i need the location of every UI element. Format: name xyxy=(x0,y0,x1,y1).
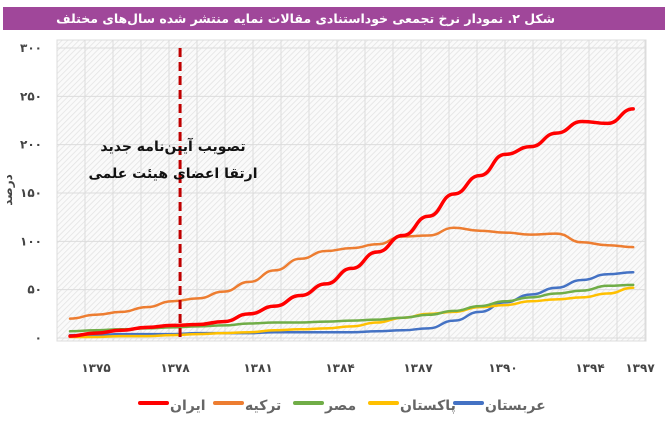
y-tick-label: ۱۵۰ xyxy=(20,186,42,200)
x-tick-label: ۱۳۹۰ xyxy=(488,361,517,375)
annotation-line1: تصویب آیین‌نامه جدید xyxy=(100,137,245,155)
y-tick-label: ۳۰۰ xyxy=(20,41,42,55)
plot-area xyxy=(56,39,647,342)
series-line xyxy=(68,286,635,339)
y-tick-label: ۲۰۰ xyxy=(20,138,42,152)
y-axis: ۰ ۵۰ ۱۰۰ ۱۵۰ ۲۰۰ ۲۵۰ ۳۰۰ xyxy=(20,41,42,345)
x-tick-label: ۱۳۸۱ xyxy=(243,361,272,375)
y-tick-label: ۱۰۰ xyxy=(20,234,42,248)
series-line xyxy=(68,226,635,320)
x-tick-label: ۱۳۹۴ xyxy=(575,361,604,375)
legend-label: ترکیه xyxy=(245,398,281,414)
x-tick-label: ۱۳۹۷ xyxy=(625,361,655,375)
legend-label: ایران xyxy=(170,398,206,414)
legend-label: عربستان xyxy=(485,398,546,414)
figure-caption-bar: شکل ۲. نمودار نرخ تجمعی خوداستنادی مقالا… xyxy=(3,7,665,30)
legend-label: مصر xyxy=(324,398,356,414)
grid xyxy=(56,40,646,341)
series-line xyxy=(68,107,635,338)
annotation-line2: ارتقا اعضای هیئت علمی xyxy=(88,166,257,182)
x-tick-label: ۱۳۷۵ xyxy=(81,361,110,375)
y-tick-label: ۵۰ xyxy=(27,283,42,297)
y-tick-label: ۲۵۰ xyxy=(20,89,42,103)
figure-caption: شکل ۲. نمودار نرخ تجمعی خوداستنادی مقالا… xyxy=(56,11,555,26)
series-group xyxy=(68,107,635,339)
legend: ایران ترکیه مصر پاکستان عربستان xyxy=(138,398,546,414)
legend-label: پاکستان xyxy=(400,398,456,414)
x-tick-label: ۱۳۸۷ xyxy=(403,361,433,375)
x-axis: ۱۳۷۵ ۱۳۷۸ ۱۳۸۱ ۱۳۸۴ ۱۳۸۷ ۱۳۹۰ ۱۳۹۴ ۱۳۹۷ xyxy=(81,361,655,375)
y-tick-label: ۰ xyxy=(35,331,42,345)
y-axis-label: درصد xyxy=(1,174,15,206)
x-tick-label: ۱۳۷۸ xyxy=(160,361,190,375)
x-tick-label: ۱۳۸۴ xyxy=(325,361,354,375)
